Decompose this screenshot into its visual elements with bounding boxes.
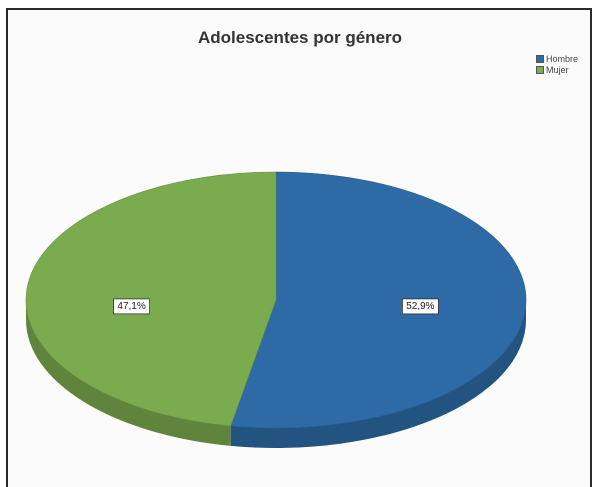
pie-slice-mujer xyxy=(25,171,277,427)
data-label-text-mujer: 47,1% xyxy=(117,301,145,312)
data-label-box-mujer xyxy=(113,298,151,315)
legend-swatch-mujer xyxy=(536,65,544,74)
pie-side-mujer xyxy=(26,300,231,446)
data-label-box-hombre xyxy=(401,298,439,315)
data-label-hombre: 52,9% xyxy=(401,298,439,315)
pie-side-hombre xyxy=(230,300,527,448)
data-label-mujer: 47,1% xyxy=(113,298,151,315)
pie-slice-hombre xyxy=(230,171,527,429)
legend: Hombre Mujer xyxy=(536,53,578,75)
legend-item-mujer: Mujer xyxy=(536,64,578,75)
legend-item-hombre: Hombre xyxy=(536,53,578,64)
legend-label-mujer: Mujer xyxy=(546,64,569,75)
legend-swatch-hombre xyxy=(536,54,544,63)
chart-title: Adolescentes por género xyxy=(197,28,403,47)
data-label-text-hombre: 52,9% xyxy=(406,301,434,312)
legend-label-hombre: Hombre xyxy=(546,53,579,64)
